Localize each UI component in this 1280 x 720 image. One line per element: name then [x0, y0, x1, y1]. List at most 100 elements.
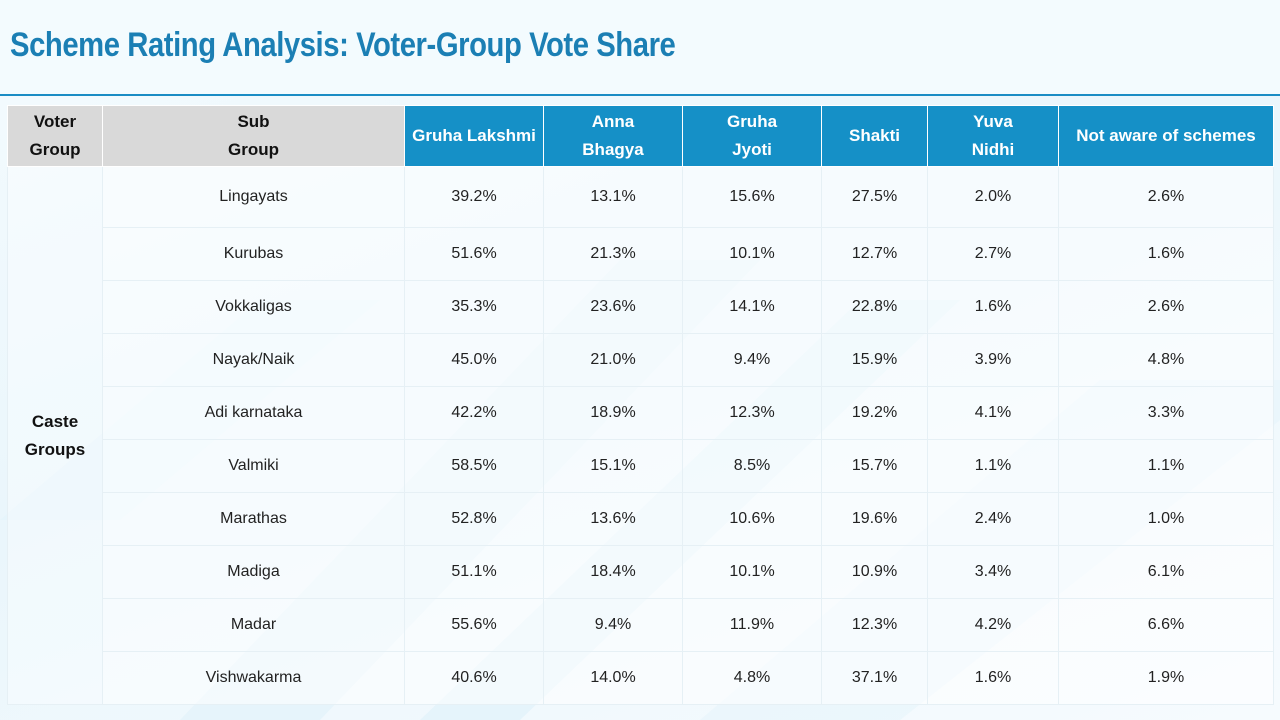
cell-not-aware: 1.0% [1058, 492, 1274, 546]
cell-anna-bhagya: 13.6% [543, 492, 683, 546]
cell-yuva-nidhi: 3.9% [927, 333, 1059, 387]
cell-gruha-jyoti: 12.3% [682, 386, 822, 440]
cell-yuva-nidhi: 1.6% [927, 651, 1059, 705]
cell-gruha-jyoti: 4.8% [682, 651, 822, 705]
header-gruha-jyoti-line-1: Gruha [726, 112, 778, 131]
cell-not-aware: 6.1% [1058, 545, 1274, 599]
cell-not-aware: 6.6% [1058, 598, 1274, 652]
cell-yuva-nidhi: 3.4% [927, 545, 1059, 599]
cell-not-aware: 2.6% [1058, 166, 1274, 228]
table-row: Kurubas 51.6% 21.3% 10.1% 12.7% 2.7% 1.6% [8, 227, 1274, 281]
header-gruha-jyoti: Gruha Jyoti [682, 105, 822, 167]
cell-shakti: 10.9% [821, 545, 928, 599]
table-body: Caste Groups Lingayats 39.2% 13.1% 15.6% 27.5%… [7, 166, 1274, 705]
header-anna-bhagya-line-1: Anna [591, 112, 635, 131]
cell-anna-bhagya: 18.9% [543, 386, 683, 440]
header-yuva-nidhi-line-2: Nidhi [971, 140, 1015, 159]
voter-group-cell: Caste Groups [7, 166, 103, 705]
title-bar: Scheme Rating Analysis: Voter-Group Vote… [0, 0, 1280, 96]
cell-gruha-jyoti: 8.5% [682, 439, 822, 493]
cell-shakti: 22.8% [821, 280, 928, 334]
header-anna-bhagya: Anna Bhagya [543, 105, 683, 167]
cell-gruha-jyoti: 14.1% [682, 280, 822, 334]
header-not-aware-line-1: Not aware of schemes [1076, 126, 1256, 145]
cell-gruha-jyoti: 10.1% [682, 545, 822, 599]
cell-shakti: 12.7% [821, 227, 928, 281]
table-row: Marathas 52.8% 13.6% 10.6% 19.6% 2.4% 1.0% [8, 492, 1274, 546]
cell-anna-bhagya: 18.4% [543, 545, 683, 599]
header-anna-bhagya-line-2: Bhagya [582, 140, 644, 159]
cell-gruha-lakshmi: 42.2% [404, 386, 544, 440]
cell-sub-group: Madar [102, 598, 405, 652]
header-yuva-nidhi: Yuva Nidhi [927, 105, 1059, 167]
table-row: Nayak/Naik 45.0% 21.0% 9.4% 15.9% 3.9% 4.8% [8, 333, 1274, 387]
table-row: Caste Groups Lingayats 39.2% 13.1% 15.6% 27.5%… [7, 166, 1274, 705]
cell-anna-bhagya: 13.1% [543, 166, 683, 228]
cell-anna-bhagya: 21.3% [543, 227, 683, 281]
header-shakti-line-1: Shakti [848, 126, 901, 145]
cell-sub-group: Lingayats [102, 166, 405, 228]
header-sub-group-line-1: Sub [237, 112, 270, 131]
vote-share-table: Voter Group Sub Group Gruha Lakshmi Anna… [7, 105, 1274, 705]
cell-sub-group: Nayak/Naik [102, 333, 405, 387]
cell-anna-bhagya: 21.0% [543, 333, 683, 387]
cell-gruha-lakshmi: 55.6% [404, 598, 544, 652]
cell-gruha-lakshmi: 40.6% [404, 651, 544, 705]
voter-group-label: Groups [24, 439, 86, 459]
table-row: Madar 55.6% 9.4% 11.9% 12.3% 4.2% 6.6% [8, 598, 1274, 652]
cell-sub-group: Valmiki [102, 439, 405, 493]
cell-sub-group: Vokkaligas [102, 280, 405, 334]
cell-not-aware: 2.6% [1058, 280, 1274, 334]
cell-gruha-lakshmi: 51.1% [404, 545, 544, 599]
cell-gruha-lakshmi: 39.2% [404, 166, 544, 228]
cell-not-aware: 1.6% [1058, 227, 1274, 281]
cell-yuva-nidhi: 4.1% [927, 386, 1059, 440]
cell-gruha-jyoti: 10.1% [682, 227, 822, 281]
cell-gruha-lakshmi: 45.0% [404, 333, 544, 387]
header-voter-group: Voter Group [7, 105, 103, 167]
cell-not-aware: 4.8% [1058, 333, 1274, 387]
cell-yuva-nidhi: 2.4% [927, 492, 1059, 546]
cell-gruha-lakshmi: 52.8% [404, 492, 544, 546]
voter-group-label: Caste [31, 411, 79, 431]
cell-gruha-jyoti: 9.4% [682, 333, 822, 387]
cell-shakti: 27.5% [821, 166, 928, 228]
header-gruha-lakshmi: Gruha Lakshmi [404, 105, 544, 167]
header-gruha-lakshmi-line-1: Gruha Lakshmi [412, 126, 536, 145]
cell-shakti: 19.6% [821, 492, 928, 546]
header-not-aware: Not aware of schemes [1058, 105, 1274, 167]
cell-anna-bhagya: 23.6% [543, 280, 683, 334]
table-row: Vishwakarma 40.6% 14.0% 4.8% 37.1% 1.6% 1.9% [8, 651, 1274, 705]
cell-shakti: 19.2% [821, 386, 928, 440]
cell-yuva-nidhi: 4.2% [927, 598, 1059, 652]
page-title: Scheme Rating Analysis: Voter-Group Vote… [10, 26, 676, 64]
cell-gruha-lakshmi: 51.6% [404, 227, 544, 281]
cell-yuva-nidhi: 2.7% [927, 227, 1059, 281]
table-row: Valmiki 58.5% 15.1% 8.5% 15.7% 1.1% 1.1% [8, 439, 1274, 493]
header-shakti: Shakti [821, 105, 928, 167]
header-sub-group-line-2: Group [228, 140, 279, 159]
header-gruha-jyoti-line-2: Jyoti [732, 140, 772, 159]
cell-sub-group: Marathas [102, 492, 405, 546]
header-sub-group: Sub Group [102, 105, 405, 167]
cell-anna-bhagya: 14.0% [543, 651, 683, 705]
cell-not-aware: 1.1% [1058, 439, 1274, 493]
header-yuva-nidhi-line-1: Yuva [973, 112, 1013, 131]
header-voter-group-line-1: Voter [33, 112, 77, 131]
table-header-row: Voter Group Sub Group Gruha Lakshmi Anna… [7, 105, 1274, 167]
cell-gruha-jyoti: 15.6% [682, 166, 822, 228]
table-row: Madiga 51.1% 18.4% 10.1% 10.9% 3.4% 6.1% [8, 545, 1274, 599]
cell-yuva-nidhi: 1.1% [927, 439, 1059, 493]
cell-yuva-nidhi: 1.6% [927, 280, 1059, 334]
cell-shakti: 12.3% [821, 598, 928, 652]
cell-gruha-lakshmi: 35.3% [404, 280, 544, 334]
cell-yuva-nidhi: 2.0% [927, 166, 1059, 228]
cell-anna-bhagya: 15.1% [543, 439, 683, 493]
cell-anna-bhagya: 9.4% [543, 598, 683, 652]
cell-gruha-jyoti: 11.9% [682, 598, 822, 652]
cell-shakti: 37.1% [821, 651, 928, 705]
cell-sub-group: Vishwakarma [102, 651, 405, 705]
cell-shakti: 15.7% [821, 439, 928, 493]
table-row: Vokkaligas 35.3% 23.6% 14.1% 22.8% 1.6% 2.6% [8, 280, 1274, 334]
cell-gruha-jyoti: 10.6% [682, 492, 822, 546]
